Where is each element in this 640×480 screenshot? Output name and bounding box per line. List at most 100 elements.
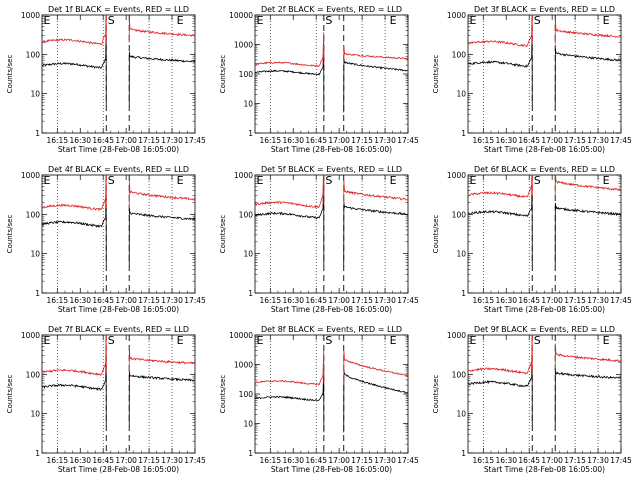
x-tick-label: 16:30: [282, 456, 304, 465]
start-marker-label: S: [108, 14, 115, 27]
end-marker-label: E: [470, 174, 477, 187]
x-tick-label: 16:15: [259, 296, 281, 305]
y-tick-label: 100: [452, 370, 467, 379]
y-tick-label: 1: [35, 289, 40, 298]
y-axis-label: Counts/sec: [6, 55, 14, 94]
x-tick-label: 17:45: [184, 456, 206, 465]
y-tick-label: 100: [239, 70, 254, 79]
x-tick-label: 17:15: [138, 456, 160, 465]
panel-8: Det 8f BLACK = Events, RED = LLD 1 10 100 10…: [219, 325, 419, 474]
x-tick-label: 16:15: [259, 456, 281, 465]
plot-frame: [254, 334, 409, 454]
end-marker-label: E: [470, 334, 477, 347]
y-tick-label: 100: [26, 50, 41, 59]
events-series-line: [554, 368, 621, 426]
events-series-line: [255, 45, 325, 113]
lld-series-line: [343, 180, 408, 206]
y-tick-label: 100: [239, 210, 254, 219]
panel-title: Det 2f BLACK = Events, RED = LLD: [261, 5, 402, 14]
panel-title: Det 9f BLACK = Events, RED = LLD: [474, 325, 615, 334]
x-tick-label: 16:45: [518, 456, 540, 465]
y-axis-label: Counts/sec: [6, 215, 14, 254]
lld-series-line: [468, 335, 533, 375]
y-tick-label: 100: [239, 390, 254, 399]
start-marker-label: S: [534, 174, 541, 187]
x-tick-label: 17:00: [541, 296, 563, 305]
end-marker-label: E: [603, 174, 610, 187]
panel-title: Det 4f BLACK = Events, RED = LLD: [48, 165, 189, 174]
y-tick-label: 1: [35, 449, 40, 458]
y-tick-label: 100: [26, 370, 41, 379]
x-tick-label: 17:30: [161, 136, 183, 145]
plot-frame: [41, 174, 196, 294]
y-tick-label: 1: [248, 289, 253, 298]
lld-series-line: [42, 335, 107, 377]
plot-frame: [467, 334, 622, 454]
x-tick-label: 16:15: [46, 136, 68, 145]
end-marker-label: E: [177, 334, 184, 347]
end-marker-label: E: [257, 334, 264, 347]
lld-series-line: [468, 15, 533, 48]
panel-2: Det 2f BLACK = Events, RED = LLD 1 10 100 10…: [219, 5, 419, 154]
y-tick-label: 100: [452, 210, 467, 219]
x-tick-label: 16:30: [69, 296, 91, 305]
lld-series-line: [554, 175, 621, 196]
lld-series-line: [468, 175, 533, 199]
x-tick-label: 16:15: [472, 136, 494, 145]
y-tick-label: 1000: [21, 171, 40, 180]
y-tick-label: 1000: [234, 41, 253, 50]
end-marker-label: E: [603, 334, 610, 347]
panel-title: Det 3f BLACK = Events, RED = LLD: [474, 5, 615, 14]
lld-series-line: [42, 15, 107, 45]
x-tick-label: 16:15: [472, 456, 494, 465]
x-tick-label: 17:15: [564, 136, 586, 145]
x-tick-label: 17:15: [564, 296, 586, 305]
y-tick-label: 100: [26, 210, 41, 219]
x-axis-label: Start Time (28-Feb-08 16:05:00): [484, 465, 605, 474]
y-axis-label: Counts/sec: [432, 55, 440, 94]
y-tick-label: 1000: [21, 331, 40, 340]
x-tick-label: 17:00: [115, 456, 137, 465]
events-series-line: [42, 29, 107, 106]
events-series-line: [554, 202, 621, 266]
y-tick-label: 10: [243, 250, 253, 259]
panel-4: Det 4f BLACK = Events, RED = LLD 1 10 100 10…: [6, 165, 206, 314]
lld-series-line: [343, 45, 408, 65]
end-marker-label: E: [177, 14, 184, 27]
y-axis-label: Counts/sec: [219, 55, 227, 94]
y-tick-label: 10000: [229, 331, 253, 340]
x-tick-label: 16:15: [472, 296, 494, 305]
panel-5: Det 5f BLACK = Events, RED = LLD 1 10 100 10…: [219, 165, 419, 314]
start-marker-label: S: [108, 174, 115, 187]
x-tick-label: 17:45: [397, 136, 419, 145]
y-tick-label: 10: [243, 420, 253, 429]
panel-title: Det 7f BLACK = Events, RED = LLD: [48, 325, 189, 334]
x-tick-label: 17:45: [610, 296, 632, 305]
x-axis-label: Start Time (28-Feb-08 16:05:00): [271, 465, 392, 474]
x-tick-label: 16:45: [92, 296, 114, 305]
x-tick-label: 16:30: [495, 456, 517, 465]
x-tick-label: 16:30: [69, 456, 91, 465]
lld-series-line: [255, 32, 325, 68]
panel-title: Det 1f BLACK = Events, RED = LLD: [48, 5, 189, 14]
x-axis-label: Start Time (28-Feb-08 16:05:00): [271, 305, 392, 314]
x-tick-label: 16:30: [495, 136, 517, 145]
y-axis-label: Counts/sec: [6, 375, 14, 414]
events-series-line: [554, 48, 621, 106]
x-tick-label: 16:30: [495, 296, 517, 305]
x-tick-label: 17:00: [541, 136, 563, 145]
events-series-line: [128, 370, 195, 426]
panel-3: Det 3f BLACK = Events, RED = LLD 1 10 100 10…: [432, 5, 632, 154]
x-tick-label: 17:30: [161, 456, 183, 465]
x-tick-label: 17:00: [115, 136, 137, 145]
x-tick-label: 17:00: [328, 136, 350, 145]
x-tick-label: 16:30: [282, 136, 304, 145]
x-tick-label: 17:45: [397, 296, 419, 305]
end-marker-label: E: [257, 14, 264, 27]
x-tick-label: 17:45: [184, 136, 206, 145]
y-tick-label: 10: [30, 90, 40, 99]
end-marker-label: E: [44, 174, 51, 187]
start-marker-label: S: [534, 14, 541, 27]
x-tick-label: 17:15: [564, 456, 586, 465]
